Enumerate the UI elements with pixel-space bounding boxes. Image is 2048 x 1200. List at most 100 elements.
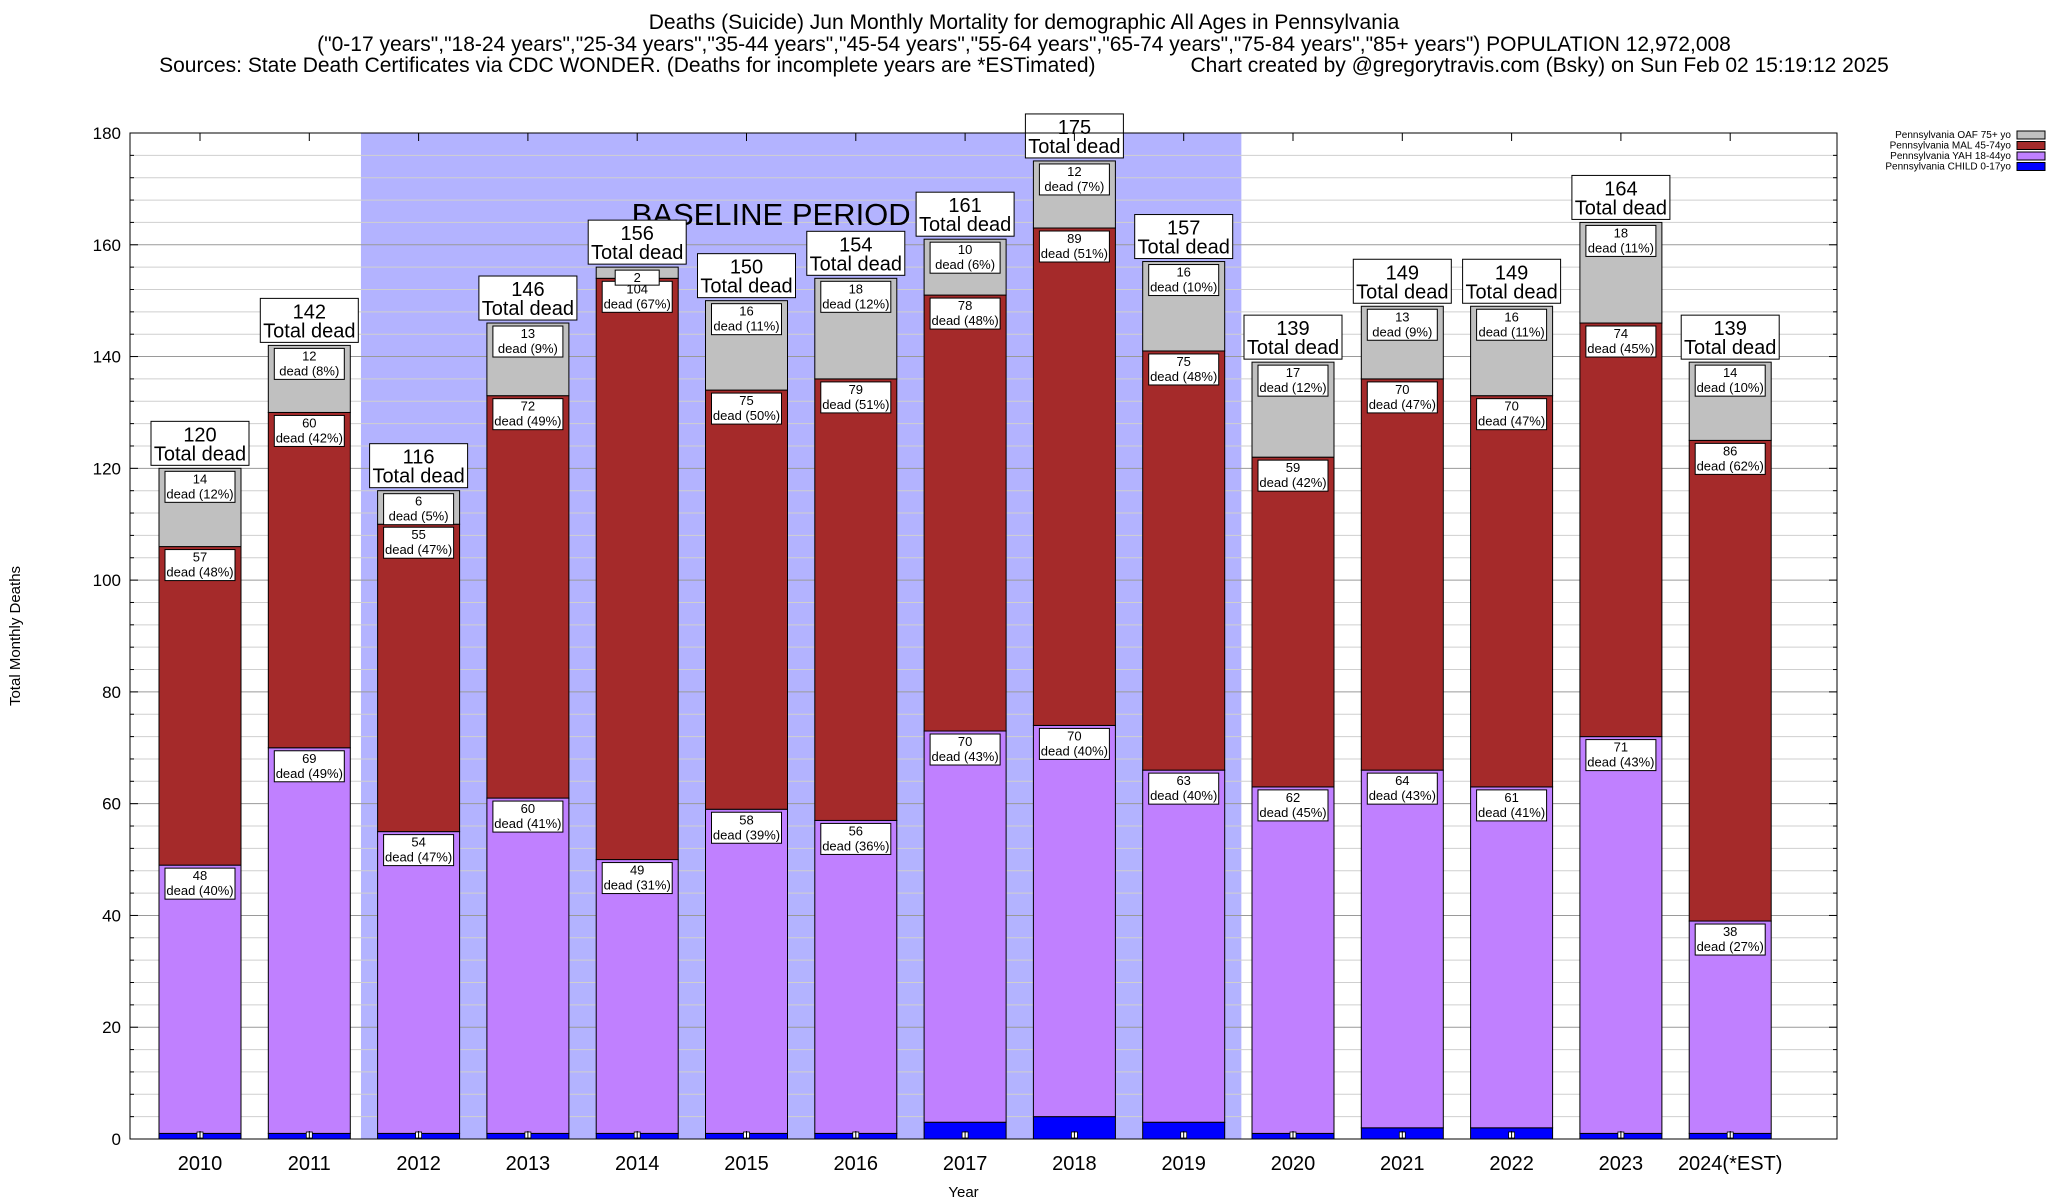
data-label-percent: dead (40%) (1041, 743, 1108, 758)
data-label-percent: dead (43%) (1369, 788, 1436, 803)
data-label-box (1366, 308, 1438, 341)
data-label-box (492, 398, 564, 431)
bar-segment-yah (705, 808, 788, 1134)
bar-segment-yah (923, 730, 1007, 1123)
total-label-value: 139 (1714, 318, 1747, 340)
data-label-box (711, 392, 782, 425)
total-label-value: 149 (1495, 262, 1528, 284)
data-label-box (1038, 230, 1110, 263)
data-label-box (601, 280, 673, 313)
credit-text: Chart created by @gregorytravis.com (Bsk… (1190, 54, 1889, 77)
data-label-box (492, 800, 564, 833)
data-label-percent: dead (9%) (498, 341, 558, 356)
data-label-box (1366, 381, 1438, 414)
total-label-suffix: Total dead (591, 242, 683, 264)
data-label-percent: dead (11%) (713, 319, 779, 334)
data-label-value: 10 (958, 242, 972, 257)
data-label-value: 63 (1176, 773, 1190, 788)
data-label-value: 13 (521, 326, 535, 341)
data-label-box (273, 347, 345, 380)
chart-title: Deaths (Suicide) Jun Monthly Mortality f… (648, 11, 1400, 34)
total-label-suffix: Total dead (372, 466, 464, 488)
data-label-box (164, 470, 236, 503)
data-label-percent: dead (8%) (279, 363, 339, 378)
total-label-suffix: Total dead (810, 253, 902, 275)
data-label-value: 16 (1176, 265, 1190, 280)
bar-segment-yah (1142, 769, 1226, 1123)
data-label-percent: dead (51%) (1041, 246, 1108, 261)
total-label-suffix: Total dead (154, 443, 246, 465)
total-label-suffix: Total dead (263, 320, 355, 342)
total-label-box (697, 253, 796, 299)
data-label-value: 16 (739, 304, 753, 319)
total-label-box (915, 191, 1015, 237)
data-label-percent: dead (50%) (713, 408, 780, 423)
data-label-percent: dead (43%) (931, 749, 998, 764)
x-tick-label: 2012 (396, 1153, 441, 1175)
data-label-percent: dead (5%) (389, 509, 449, 524)
total-label-suffix: Total dead (1465, 281, 1557, 303)
total-label-value: 150 (730, 257, 763, 279)
chart-subtitle: ("0-17 years","18-24 years","25-34 years… (317, 33, 1731, 56)
data-label-percent: dead (10%) (1150, 280, 1217, 295)
bar-segment-mal (1142, 350, 1226, 771)
data-label-percent: dead (40%) (166, 883, 233, 898)
bar-segment-yah (1579, 736, 1663, 1134)
x-tick-label: 2020 (1271, 1153, 1316, 1175)
data-label-percent: dead (12%) (166, 486, 233, 501)
chart-sources-line: Sources: State Death Certificates via CD… (0, 55, 2048, 77)
x-tick-label: 2014 (615, 1153, 660, 1175)
data-label-value: 60 (521, 801, 535, 816)
data-label-box (1366, 772, 1438, 805)
data-label-value: 18 (849, 281, 863, 296)
data-label-box (1476, 789, 1548, 822)
data-label-box (614, 269, 660, 286)
total-label-box (1462, 258, 1562, 304)
y-tick-label: 60 (102, 795, 121, 814)
data-label-oaf: 2 (614, 269, 660, 286)
data-label-box (601, 862, 673, 895)
data-label-percent: dead (36%) (822, 838, 889, 853)
data-label-value: 75 (739, 393, 753, 408)
data-label-box (492, 325, 564, 358)
data-label-box (164, 549, 236, 582)
data-label-value: 62 (1286, 790, 1300, 805)
total-label-suffix: Total dead (482, 298, 574, 320)
data-label-box (929, 241, 1001, 274)
bar-segment-mal (814, 378, 898, 821)
data-label-box (929, 733, 1001, 766)
legend-swatch-mal (2016, 141, 2046, 150)
bar-segment-mal (923, 294, 1007, 732)
total-label-box (1243, 314, 1343, 360)
data-label-box (273, 750, 345, 783)
y-tick-label: 20 (102, 1018, 121, 1037)
data-label-value: 57 (193, 550, 207, 565)
data-label-value: 70 (1395, 382, 1409, 397)
bar-stack-2014 (595, 266, 679, 1140)
data-label-percent: dead (47%) (1369, 397, 1436, 412)
data-label-box (1038, 163, 1110, 196)
